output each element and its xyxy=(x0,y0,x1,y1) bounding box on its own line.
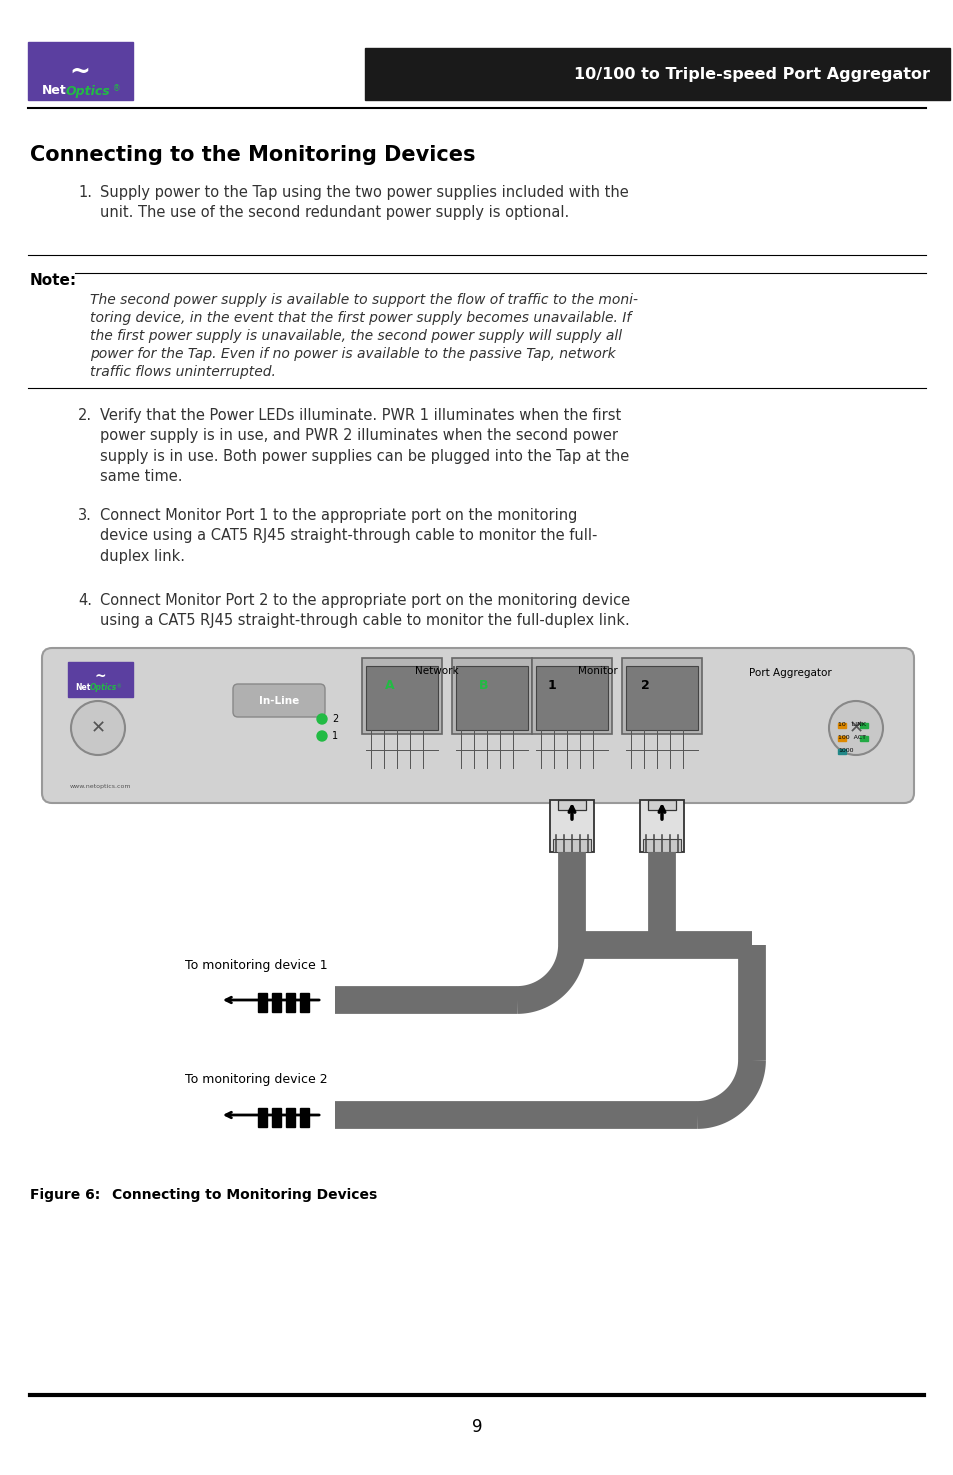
Bar xyxy=(859,736,867,740)
Bar xyxy=(286,1108,294,1127)
Text: Port Aggregator: Port Aggregator xyxy=(748,668,830,679)
Bar xyxy=(837,723,845,729)
Text: 10/100 to Triple-speed Port Aggregator: 10/100 to Triple-speed Port Aggregator xyxy=(574,68,929,83)
Bar xyxy=(837,749,845,754)
Bar xyxy=(272,1108,281,1127)
Text: Note:: Note: xyxy=(30,273,77,288)
Bar xyxy=(647,799,676,810)
Text: 2: 2 xyxy=(640,678,649,692)
Bar xyxy=(642,839,680,853)
Bar xyxy=(456,667,527,730)
Text: A: A xyxy=(385,678,395,692)
Text: Supply power to the Tap using the two power supplies included with the
unit. The: Supply power to the Tap using the two po… xyxy=(100,184,628,220)
Text: 100  ACT: 100 ACT xyxy=(837,735,865,740)
Text: Optics: Optics xyxy=(66,84,111,97)
Bar xyxy=(532,658,612,735)
Text: Network: Network xyxy=(415,667,458,676)
Text: ✕: ✕ xyxy=(847,718,862,738)
Bar xyxy=(859,723,867,729)
Text: 1000: 1000 xyxy=(837,748,853,754)
Circle shape xyxy=(316,714,327,724)
Text: 2: 2 xyxy=(332,714,338,724)
Text: www.netoptics.com: www.netoptics.com xyxy=(70,785,131,789)
Bar xyxy=(361,658,441,735)
FancyBboxPatch shape xyxy=(233,684,325,717)
Text: Net: Net xyxy=(42,84,67,97)
Circle shape xyxy=(71,701,125,755)
Bar xyxy=(452,658,532,735)
Circle shape xyxy=(828,701,882,755)
Text: Verify that the Power LEDs illuminate. PWR 1 illuminates when the first
power su: Verify that the Power LEDs illuminate. P… xyxy=(100,409,629,484)
Bar xyxy=(28,41,132,100)
Bar xyxy=(837,736,845,740)
Text: Connect Monitor Port 1 to the appropriate port on the monitoring
device using a : Connect Monitor Port 1 to the appropriat… xyxy=(100,507,597,563)
Text: Monitor: Monitor xyxy=(578,667,618,676)
Text: 3.: 3. xyxy=(78,507,91,524)
Text: 2.: 2. xyxy=(78,409,92,423)
Text: Connect Monitor Port 2 to the appropriate port on the monitoring device
using a : Connect Monitor Port 2 to the appropriat… xyxy=(100,593,630,628)
Bar xyxy=(365,49,949,100)
Text: Connecting to the Monitoring Devices: Connecting to the Monitoring Devices xyxy=(30,145,475,165)
Bar xyxy=(639,799,683,853)
Text: Connecting to Monitoring Devices: Connecting to Monitoring Devices xyxy=(112,1187,376,1202)
Text: ®: ® xyxy=(112,84,120,93)
Text: In-Line: In-Line xyxy=(258,696,299,707)
Bar xyxy=(257,1108,267,1127)
Text: 1: 1 xyxy=(547,678,556,692)
Bar xyxy=(553,839,590,853)
Text: traffic flows uninterrupted.: traffic flows uninterrupted. xyxy=(90,364,275,379)
Text: 1: 1 xyxy=(332,732,337,740)
Bar xyxy=(286,993,294,1012)
Bar xyxy=(536,667,607,730)
Text: ®: ® xyxy=(116,684,121,689)
Bar xyxy=(272,993,281,1012)
Bar xyxy=(558,799,585,810)
Bar xyxy=(366,667,437,730)
Text: 4.: 4. xyxy=(78,593,91,608)
Text: To monitoring device 1: To monitoring device 1 xyxy=(185,959,328,972)
Text: ✕: ✕ xyxy=(91,718,106,738)
Bar xyxy=(625,667,698,730)
Text: Optics: Optics xyxy=(90,683,117,692)
Bar xyxy=(68,662,132,698)
Text: ~: ~ xyxy=(94,670,106,684)
Text: Net: Net xyxy=(75,683,91,692)
Text: toring device, in the event that the first power supply becomes unavailable. If: toring device, in the event that the fir… xyxy=(90,311,631,324)
Text: 1.: 1. xyxy=(78,184,91,201)
Text: The second power supply is available to support the flow of traffic to the moni-: The second power supply is available to … xyxy=(90,294,638,307)
Bar xyxy=(299,993,309,1012)
Bar xyxy=(621,658,701,735)
Bar xyxy=(550,799,594,853)
Text: 9: 9 xyxy=(471,1417,482,1437)
Text: 10   LINK: 10 LINK xyxy=(837,721,865,727)
Bar xyxy=(299,1108,309,1127)
Text: the first power supply is unavailable, the second power supply will supply all: the first power supply is unavailable, t… xyxy=(90,329,621,344)
Text: power for the Tap. Even if no power is available to the passive Tap, network: power for the Tap. Even if no power is a… xyxy=(90,347,615,361)
Text: Figure 6:: Figure 6: xyxy=(30,1187,100,1202)
Text: ~: ~ xyxy=(70,60,91,84)
Text: B: B xyxy=(478,678,488,692)
FancyBboxPatch shape xyxy=(42,648,913,802)
Text: To monitoring device 2: To monitoring device 2 xyxy=(185,1074,328,1087)
Circle shape xyxy=(316,732,327,740)
Bar xyxy=(257,993,267,1012)
